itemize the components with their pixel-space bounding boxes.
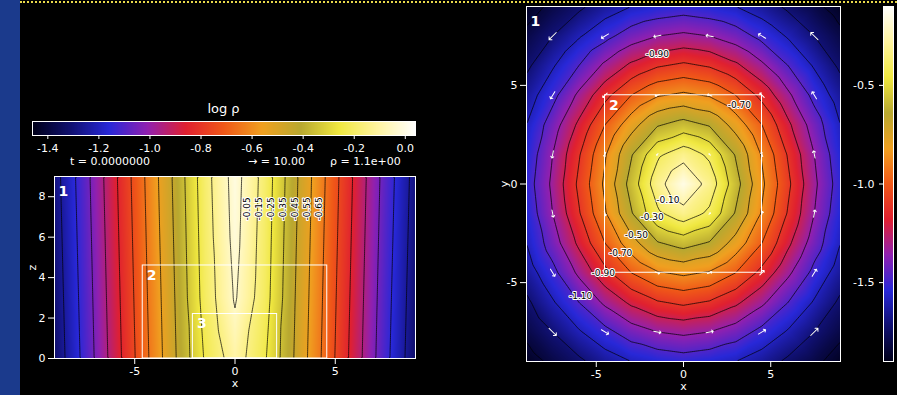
svg-text:0: 0 xyxy=(39,352,46,365)
svg-text:5: 5 xyxy=(332,365,339,378)
svg-text:4: 4 xyxy=(39,271,46,284)
svg-text:-1.0: -1.0 xyxy=(139,142,160,155)
svg-text:-1.5: -1.5 xyxy=(853,276,874,289)
svg-text:-0.90: -0.90 xyxy=(592,268,616,278)
svg-text:-0.30: -0.30 xyxy=(640,212,664,222)
svg-text:-0.65: -0.65 xyxy=(314,197,324,220)
svg-text:8: 8 xyxy=(39,190,46,203)
svg-text:x: x xyxy=(680,380,687,393)
svg-text:-0.6: -0.6 xyxy=(241,142,262,155)
svg-text:-0.25: -0.25 xyxy=(266,197,276,220)
svg-text:-0.05: -0.05 xyxy=(242,197,252,220)
html-text:log ρ: log ρ xyxy=(207,101,240,116)
svg-text:-0.90: -0.90 xyxy=(646,49,670,59)
svg-text:z: z xyxy=(26,264,39,270)
svg-text:-0.50: -0.50 xyxy=(625,230,649,240)
svg-text:-0.70: -0.70 xyxy=(728,100,752,110)
svg-text:3: 3 xyxy=(197,315,207,331)
svg-text:-0.5: -0.5 xyxy=(853,79,874,92)
svg-text:-5: -5 xyxy=(507,276,518,289)
svg-text:2: 2 xyxy=(39,312,46,325)
svg-text:2: 2 xyxy=(609,97,619,113)
svg-text:-1.10: -1.10 xyxy=(569,291,593,301)
html-text:ρ = 1.1e+00: ρ = 1.1e+00 xyxy=(330,155,401,168)
svg-text:-0.2: -0.2 xyxy=(343,142,364,155)
svg-text:2: 2 xyxy=(147,267,157,283)
svg-text:-0.45: -0.45 xyxy=(290,197,300,220)
svg-text:0.0: 0.0 xyxy=(397,142,415,155)
svg-text:-0.10: -0.10 xyxy=(656,195,680,205)
svg-text:-0.35: -0.35 xyxy=(278,197,288,220)
svg-text:5: 5 xyxy=(767,368,774,381)
svg-text:-5: -5 xyxy=(129,365,140,378)
svg-text:-0.8: -0.8 xyxy=(190,142,211,155)
svg-text:-5: -5 xyxy=(591,368,602,381)
svg-text:-0.4: -0.4 xyxy=(292,142,313,155)
svg-text:-1.2: -1.2 xyxy=(88,142,109,155)
svg-text:x: x xyxy=(232,377,239,390)
svg-text:-0.55: -0.55 xyxy=(302,197,312,220)
svg-text:-1.0: -1.0 xyxy=(853,178,874,191)
html-text:→ = 10.00: → = 10.00 xyxy=(248,155,305,168)
svg-text:0: 0 xyxy=(231,365,239,379)
svg-text:0: 0 xyxy=(511,178,518,191)
svg-text:-0.15: -0.15 xyxy=(254,197,264,220)
svg-text:5: 5 xyxy=(511,79,518,92)
svg-text:y: y xyxy=(498,180,511,187)
svg-text:1: 1 xyxy=(59,183,69,199)
svg-text:6: 6 xyxy=(39,231,46,244)
svg-text:-0.70: -0.70 xyxy=(609,248,633,258)
html-text:t = 0.0000000: t = 0.0000000 xyxy=(70,155,150,168)
svg-text:1: 1 xyxy=(531,13,541,29)
svg-text:0: 0 xyxy=(680,368,687,382)
svg-text:-1.4: -1.4 xyxy=(37,142,58,155)
